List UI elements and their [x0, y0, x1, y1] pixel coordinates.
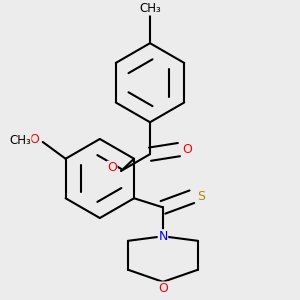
Text: S: S	[197, 190, 205, 203]
Text: CH₃: CH₃	[9, 134, 31, 147]
Text: O: O	[182, 143, 192, 156]
Text: O: O	[158, 282, 168, 295]
Text: O: O	[107, 161, 117, 174]
Text: O: O	[29, 133, 39, 146]
Text: N: N	[158, 230, 168, 243]
Text: CH₃: CH₃	[139, 2, 161, 15]
